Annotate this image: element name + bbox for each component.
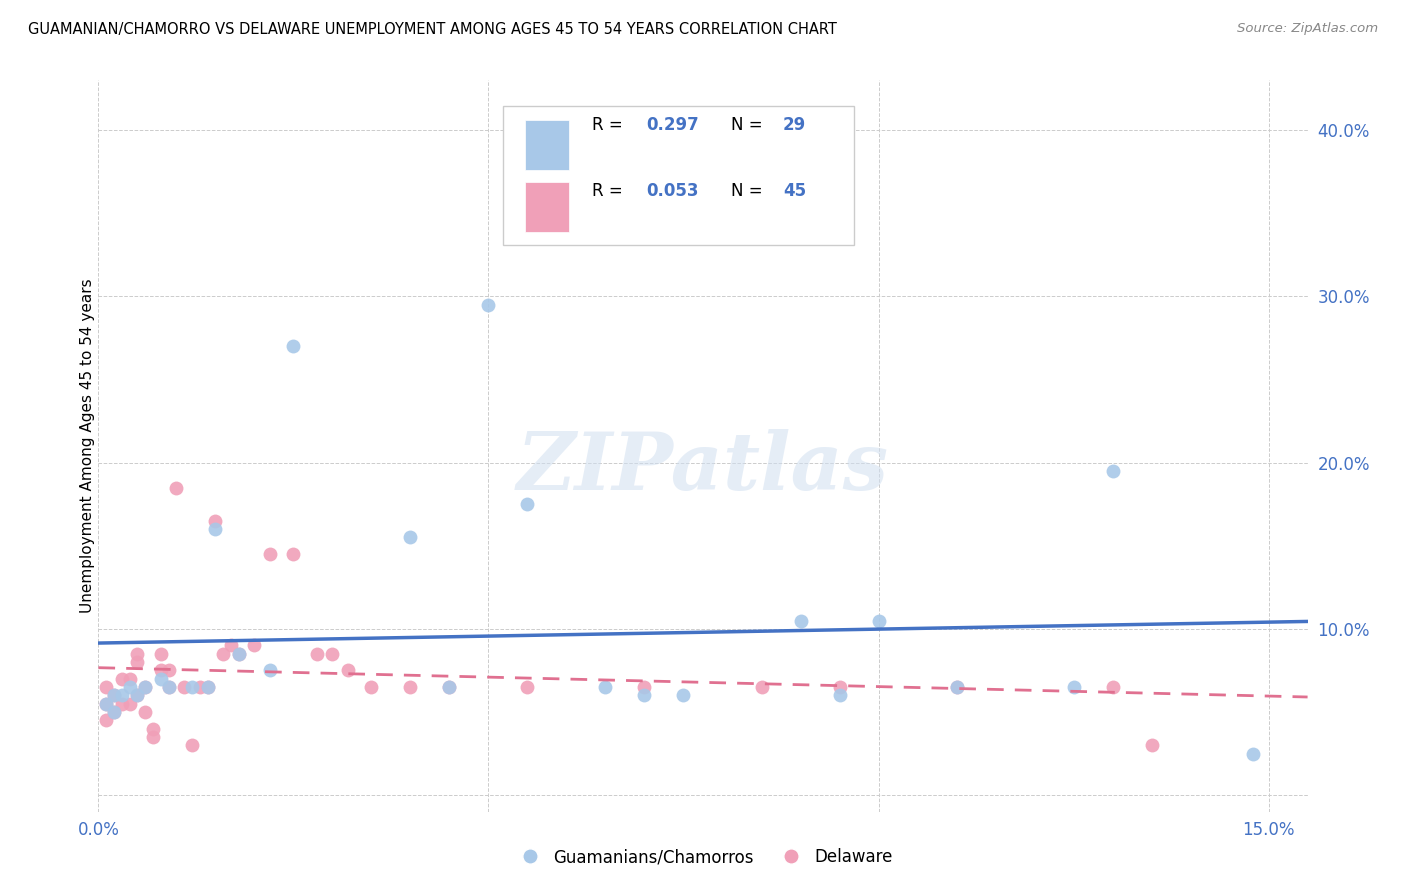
- Point: [360, 680, 382, 694]
- Point: [305, 647, 328, 661]
- Point: [142, 730, 165, 744]
- Y-axis label: Unemployment Among Ages 45 to 54 years: Unemployment Among Ages 45 to 54 years: [80, 278, 94, 614]
- Point: [439, 680, 461, 694]
- FancyBboxPatch shape: [526, 182, 569, 232]
- Point: [243, 639, 266, 653]
- Point: [118, 697, 141, 711]
- Point: [96, 697, 118, 711]
- Point: [142, 722, 165, 736]
- Point: [868, 614, 890, 628]
- Point: [103, 705, 125, 719]
- Point: [157, 680, 180, 694]
- Point: [1101, 464, 1123, 478]
- Point: [228, 647, 250, 661]
- Point: [111, 697, 134, 711]
- Point: [516, 680, 538, 694]
- Point: [945, 680, 967, 694]
- Point: [197, 680, 219, 694]
- Point: [96, 680, 118, 694]
- Point: [157, 680, 180, 694]
- FancyBboxPatch shape: [526, 120, 569, 170]
- Point: [595, 680, 617, 694]
- Point: [259, 664, 281, 678]
- Point: [283, 339, 305, 353]
- Point: [1101, 680, 1123, 694]
- Text: 0.297: 0.297: [647, 116, 699, 135]
- Point: [212, 647, 235, 661]
- Point: [103, 689, 125, 703]
- Point: [127, 689, 149, 703]
- Point: [1063, 680, 1085, 694]
- Text: GUAMANIAN/CHAMORRO VS DELAWARE UNEMPLOYMENT AMONG AGES 45 TO 54 YEARS CORRELATIO: GUAMANIAN/CHAMORRO VS DELAWARE UNEMPLOYM…: [28, 22, 837, 37]
- Text: Source: ZipAtlas.com: Source: ZipAtlas.com: [1237, 22, 1378, 36]
- Point: [399, 530, 422, 544]
- Point: [127, 647, 149, 661]
- Point: [127, 655, 149, 669]
- Point: [149, 664, 172, 678]
- Point: [751, 680, 773, 694]
- Point: [96, 697, 118, 711]
- Point: [118, 680, 141, 694]
- Point: [111, 672, 134, 686]
- Text: R =: R =: [592, 182, 627, 200]
- Point: [149, 672, 172, 686]
- Point: [134, 680, 156, 694]
- Point: [181, 680, 204, 694]
- Point: [181, 738, 204, 752]
- Point: [259, 547, 281, 561]
- Point: [828, 689, 851, 703]
- Point: [219, 639, 242, 653]
- Text: N =: N =: [731, 116, 768, 135]
- Text: 29: 29: [783, 116, 806, 135]
- Point: [127, 689, 149, 703]
- Point: [283, 547, 305, 561]
- Point: [103, 689, 125, 703]
- Point: [103, 705, 125, 719]
- Point: [157, 664, 180, 678]
- Point: [337, 664, 360, 678]
- Text: R =: R =: [592, 116, 627, 135]
- Point: [672, 689, 695, 703]
- Point: [945, 680, 967, 694]
- Point: [134, 680, 156, 694]
- Text: 0.053: 0.053: [647, 182, 699, 200]
- Point: [477, 298, 499, 312]
- Legend: Guamanians/Chamorros, Delaware: Guamanians/Chamorros, Delaware: [508, 841, 898, 873]
- Point: [633, 680, 655, 694]
- Point: [1140, 738, 1163, 752]
- Point: [439, 680, 461, 694]
- Point: [118, 672, 141, 686]
- Point: [789, 614, 811, 628]
- Point: [96, 714, 118, 728]
- FancyBboxPatch shape: [503, 106, 855, 245]
- Point: [197, 680, 219, 694]
- Point: [204, 514, 226, 528]
- Point: [204, 522, 226, 536]
- Point: [321, 647, 343, 661]
- Point: [633, 689, 655, 703]
- Text: N =: N =: [731, 182, 768, 200]
- Text: ZIPatlas: ZIPatlas: [517, 429, 889, 507]
- Point: [828, 680, 851, 694]
- Point: [1241, 747, 1264, 761]
- Point: [173, 680, 195, 694]
- Point: [188, 680, 211, 694]
- Point: [228, 647, 250, 661]
- Text: 45: 45: [783, 182, 806, 200]
- Point: [399, 680, 422, 694]
- Point: [134, 705, 156, 719]
- Point: [149, 647, 172, 661]
- Point: [516, 497, 538, 511]
- Point: [111, 689, 134, 703]
- Point: [165, 481, 187, 495]
